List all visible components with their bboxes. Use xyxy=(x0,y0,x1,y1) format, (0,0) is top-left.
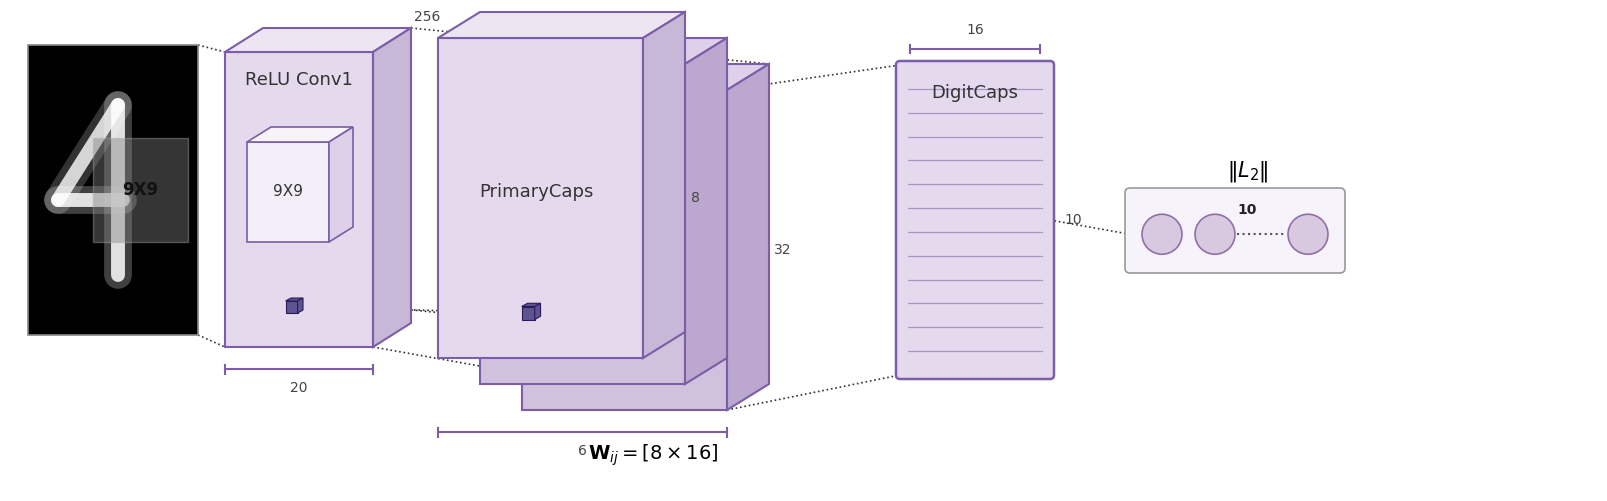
Text: $\mathbf{W}_{ij} = [8 \times 16]$: $\mathbf{W}_{ij} = [8 \times 16]$ xyxy=(588,442,718,467)
Text: PrimaryCaps: PrimaryCaps xyxy=(479,182,593,200)
Polygon shape xyxy=(726,64,770,410)
Circle shape xyxy=(1143,214,1183,254)
Polygon shape xyxy=(535,303,540,320)
Text: 16: 16 xyxy=(966,23,983,37)
Text: 32: 32 xyxy=(775,243,792,257)
Circle shape xyxy=(1196,214,1236,254)
Polygon shape xyxy=(439,38,643,358)
Text: 6: 6 xyxy=(579,444,587,458)
FancyBboxPatch shape xyxy=(93,138,188,242)
Polygon shape xyxy=(286,298,304,301)
Text: 10: 10 xyxy=(1064,213,1082,227)
Polygon shape xyxy=(373,28,411,347)
Polygon shape xyxy=(247,127,354,142)
Polygon shape xyxy=(297,298,304,313)
FancyBboxPatch shape xyxy=(897,61,1054,379)
FancyBboxPatch shape xyxy=(27,45,198,335)
Polygon shape xyxy=(329,127,354,242)
Text: 10: 10 xyxy=(1237,202,1257,216)
Polygon shape xyxy=(522,307,535,320)
Polygon shape xyxy=(522,90,726,410)
Polygon shape xyxy=(247,142,329,242)
Polygon shape xyxy=(225,52,373,347)
Polygon shape xyxy=(522,64,770,90)
Text: 9X9: 9X9 xyxy=(273,184,304,199)
Text: DigitCaps: DigitCaps xyxy=(932,84,1019,102)
Polygon shape xyxy=(522,303,540,307)
Polygon shape xyxy=(480,64,685,384)
Text: $\Vert L_2 \Vert$: $\Vert L_2 \Vert$ xyxy=(1226,158,1268,183)
Text: ReLU Conv1: ReLU Conv1 xyxy=(244,71,354,89)
Polygon shape xyxy=(643,12,685,358)
Polygon shape xyxy=(225,28,411,52)
Text: 8: 8 xyxy=(691,191,701,205)
Polygon shape xyxy=(286,301,297,313)
Polygon shape xyxy=(480,38,726,64)
Polygon shape xyxy=(685,38,726,384)
Polygon shape xyxy=(439,12,685,38)
Text: 256: 256 xyxy=(415,10,440,24)
FancyBboxPatch shape xyxy=(1125,188,1345,273)
Circle shape xyxy=(1287,214,1327,254)
Text: 20: 20 xyxy=(291,381,309,395)
Text: 9X9: 9X9 xyxy=(122,181,157,199)
